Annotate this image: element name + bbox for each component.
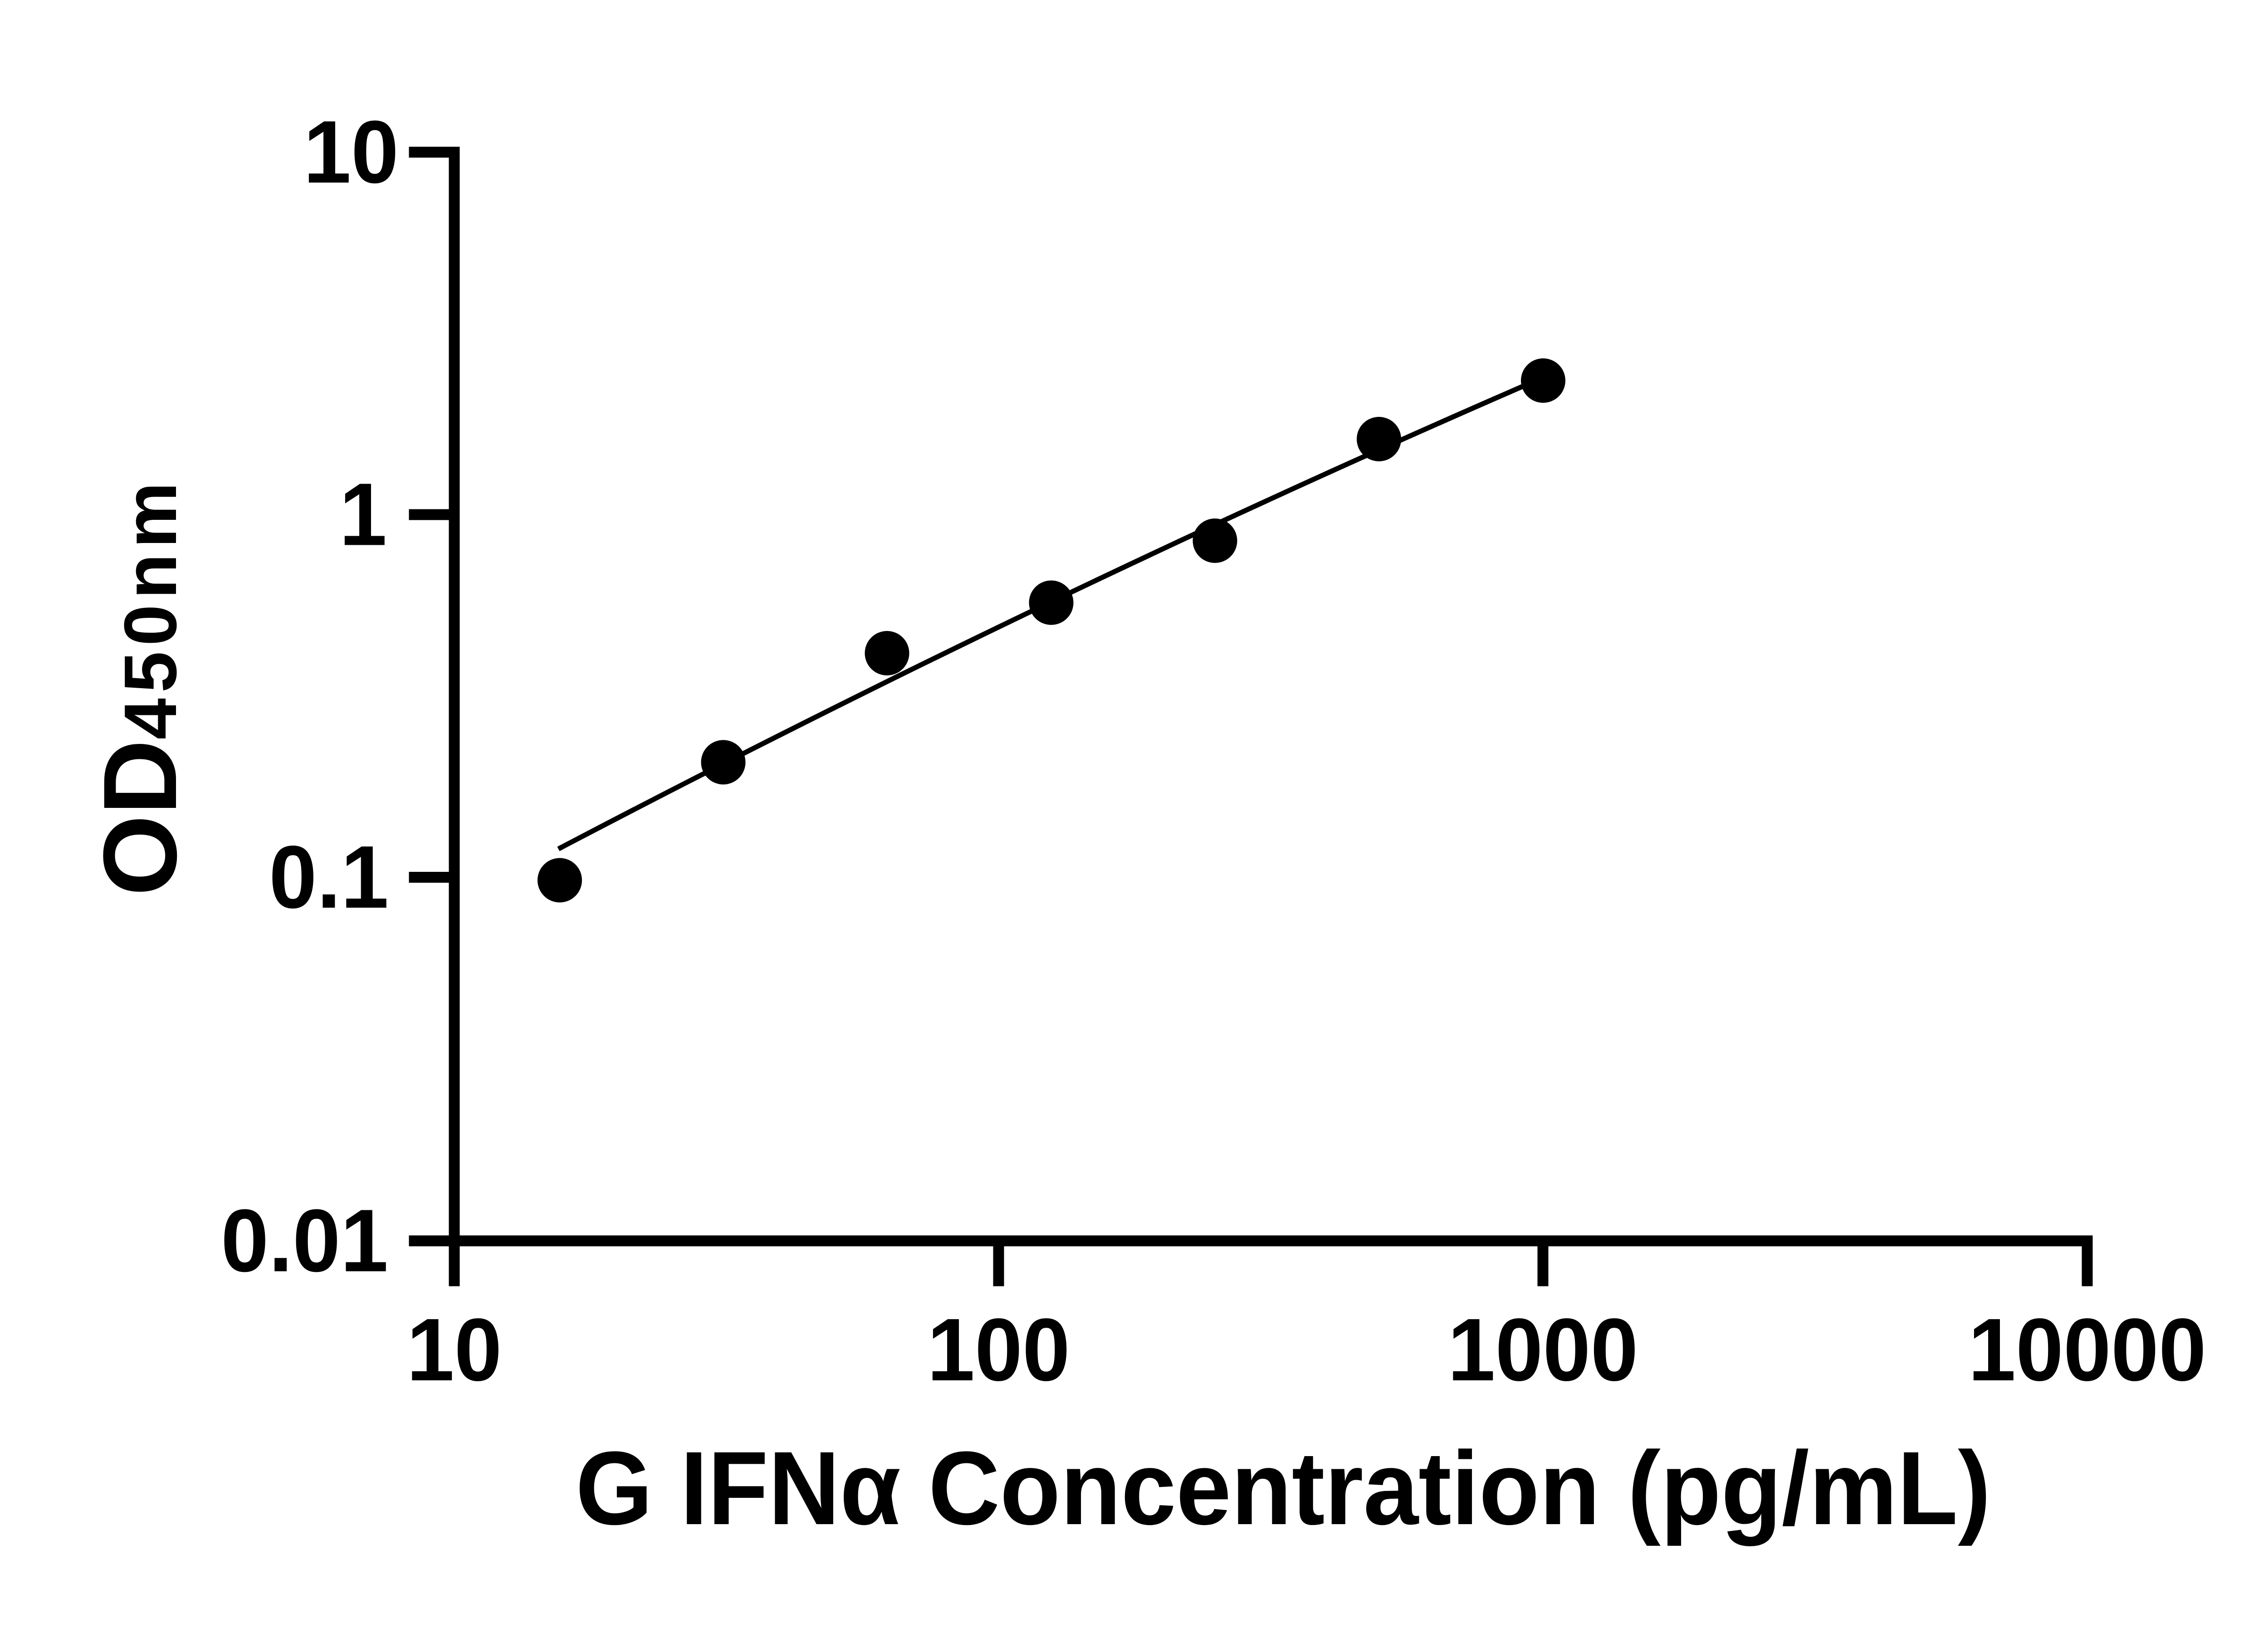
- svg-text:10: 10: [303, 103, 399, 202]
- svg-text:G IFNα Concentration (pg/mL): G IFNα Concentration (pg/mL): [576, 1430, 1991, 1546]
- svg-text:1: 1: [339, 465, 387, 564]
- svg-text:1000: 1000: [1448, 1300, 1638, 1399]
- svg-text:0.1: 0.1: [269, 827, 389, 927]
- svg-text:100: 100: [927, 1300, 1070, 1399]
- svg-text:10: 10: [407, 1300, 502, 1399]
- svg-text:0.01: 0.01: [221, 1191, 388, 1291]
- svg-text:10000: 10000: [1968, 1300, 2206, 1399]
